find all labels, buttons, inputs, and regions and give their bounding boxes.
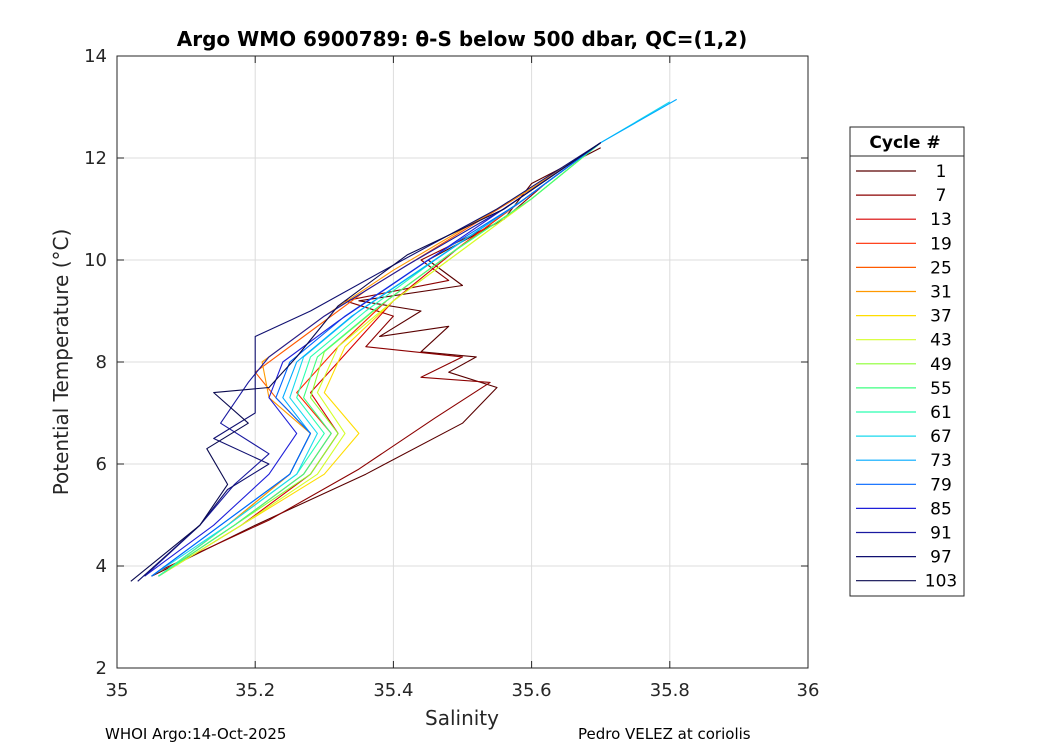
legend-entry-label: 25	[930, 258, 952, 278]
x-tick-label: 35.6	[512, 680, 552, 701]
x-tick-label: 35.8	[650, 680, 690, 701]
footer-credit-right: Pedro VELEZ at coriolis	[578, 725, 751, 743]
legend-entry-label: 43	[930, 331, 952, 351]
y-tick-label: 10	[84, 250, 107, 271]
x-axis-label: Salinity	[425, 706, 499, 730]
footer-credit-left: WHOI Argo:14-Oct-2025	[105, 725, 287, 743]
y-tick-label: 8	[96, 352, 107, 373]
chart-title: Argo WMO 6900789: θ-S below 500 dbar, QC…	[177, 27, 747, 51]
legend-entry-label: 97	[930, 548, 952, 568]
legend-entry-label: 91	[930, 524, 952, 544]
series-line-cycle-55	[158, 142, 602, 577]
axis-ticks: 35 35.2 35.4 35.6 35.8 36 2 4 6 8 10 12 14	[84, 46, 819, 701]
series-line-cycle-7	[158, 142, 602, 572]
legend-entry-label: 73	[930, 451, 952, 471]
y-tick-label: 4	[96, 556, 107, 577]
legend-entry-label: 103	[925, 572, 957, 592]
series-line-cycle-91	[144, 142, 602, 577]
series-line-cycle-97	[137, 142, 601, 582]
x-tick-label: 35	[106, 680, 129, 701]
series-line-cycle-103	[130, 142, 602, 582]
y-tick-label: 6	[96, 454, 107, 475]
series-line-cycle-43	[158, 142, 602, 577]
legend: Cycle # 1 7 13 19 25 31 37 43 49 55 61 67 73 79 85 91 97…	[849, 126, 965, 597]
legend-entry-label: 67	[930, 427, 952, 447]
y-tick-label: 12	[84, 148, 107, 169]
y-axis-label: Potential Temperature (°C)	[49, 229, 73, 496]
series-layer	[130, 98, 677, 582]
legend-entry-label: 79	[930, 475, 952, 495]
legend-entry-label: 19	[930, 234, 952, 254]
series-line-cycle-1	[151, 147, 601, 577]
x-tick-label: 35.4	[373, 680, 413, 701]
legend-entry-label: 1	[936, 162, 947, 182]
legend-box	[849, 126, 965, 597]
legend-entry-label: 55	[930, 379, 952, 399]
x-tick-label: 36	[797, 680, 820, 701]
legend-entry-label: 13	[930, 210, 952, 230]
legend-entry-label: 7	[936, 186, 947, 206]
y-tick-label: 14	[84, 46, 107, 67]
legend-entry-label: 61	[930, 403, 952, 423]
legend-entry-label: 49	[930, 355, 952, 375]
legend-entry-label: 31	[930, 283, 952, 303]
x-tick-label: 35.2	[235, 680, 275, 701]
series-line-cycle-79	[151, 142, 602, 577]
legend-entry-label: 37	[930, 307, 952, 327]
legend-entry-label: 85	[930, 499, 952, 519]
legend-title: Cycle #	[869, 133, 940, 153]
y-tick-label: 2	[96, 658, 107, 679]
